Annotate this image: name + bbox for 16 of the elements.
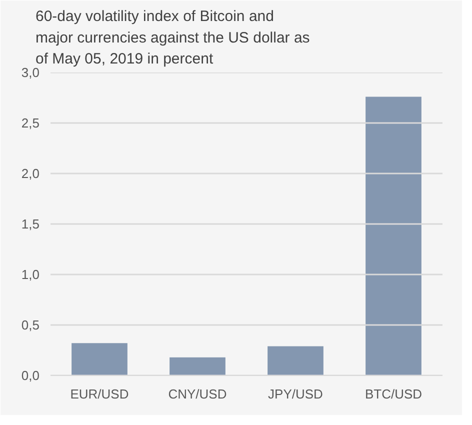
x-tick-label: EUR/USD bbox=[70, 386, 129, 402]
y-tick-label: 3,0 bbox=[21, 65, 40, 80]
x-tick-label: JPY/USD bbox=[268, 386, 323, 402]
bar bbox=[366, 96, 422, 376]
y-tick-label: 1,5 bbox=[21, 216, 40, 232]
bar bbox=[72, 343, 128, 376]
bar bbox=[170, 357, 226, 376]
y-tick-label: 0,5 bbox=[21, 318, 40, 332]
y-tick-label: 1,0 bbox=[21, 267, 40, 282]
bar bbox=[268, 346, 324, 376]
y-tick-label: 2,0 bbox=[21, 166, 40, 181]
x-tick-label: CNY/USD bbox=[168, 386, 227, 402]
y-tick-label: 0,0 bbox=[21, 368, 40, 383]
chart-title: 60-day volatility index of Bitcoin and major currencies against the US dollar as of May 05, 2019 in percent bbox=[36, 8, 310, 68]
x-tick-label: BTC/USD bbox=[364, 386, 422, 402]
y-tick-label: 2,5 bbox=[21, 116, 40, 130]
